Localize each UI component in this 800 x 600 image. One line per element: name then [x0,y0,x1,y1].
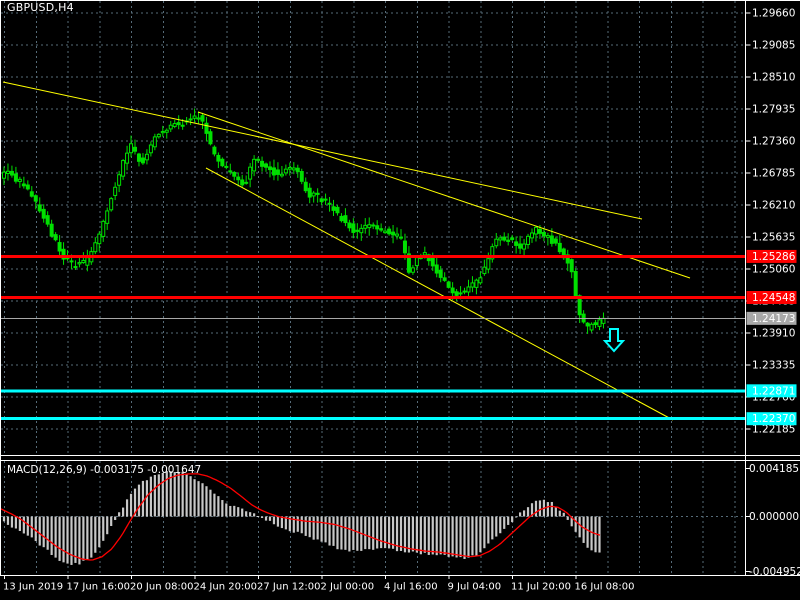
pane-borders [0,0,800,576]
down-arrow-icon [602,328,626,353]
grid-lines [1,1,745,575]
price-axis-label: 1.23910 [752,328,795,340]
time-axis-label: 20 Jun 08:00 [130,582,194,593]
price-axis-label: 1.25635 [752,232,795,244]
price-badge [746,290,797,304]
time-axis: 13 Jun 2019 17 Jun 16:00 20 Jun 08:00 24 Ju… [3,576,634,593]
indicator-label: MACD(12,26,9) -0.003175 -0.001647 [7,464,202,476]
price-axis-label: 1.22185 [752,424,795,436]
macd-axis-label: -0.004952 [749,566,800,578]
price-axis-label: 1.23335 [752,360,795,372]
price-badge-label: 1.25286 [752,251,796,263]
price-axis-label: 1.28510 [752,72,795,84]
price-badges: 1.25286 1.24548 1.24173 1.22871 1.22370 [746,249,797,426]
symbol-label: GBPUSD,H4 [7,1,74,14]
time-axis-label: 11 Jul 20:00 [511,582,571,593]
trend-line [2,81,643,220]
macd-axis: 0.004185 0.000000 -0.004952 [746,463,800,578]
price-badge-label: 1.24173 [752,313,795,325]
price-badge [746,412,797,426]
time-axis-label: 27 Jun 12:00 [257,582,321,593]
trend-line [205,167,674,421]
price-badge [746,384,797,398]
time-axis-label: 4 Jul 16:00 [384,582,438,593]
candlestick-series [2,108,606,334]
price-badge [746,249,797,263]
price-badge [746,311,797,325]
horizontal-levels [0,254,745,421]
time-axis-label: 9 Jul 04:00 [448,582,502,593]
price-badge-label: 1.24548 [752,292,795,304]
macd-signal-line [0,473,601,561]
time-axis-label: 17 Jun 16:00 [67,582,131,593]
price-axis: 1.29660 1.29085 1.28510 1.27935 1.27360 1.267… [746,8,795,436]
price-axis-label: 1.27935 [752,104,795,116]
price-badge-label: 1.22871 [752,385,795,397]
macd-axis-label: 0.004185 [749,463,799,475]
time-axis-label: 2 Jul 00:00 [321,582,375,593]
price-axis-label: 1.26785 [752,168,795,180]
price-axis-label: 1.29660 [752,8,795,20]
time-axis-label: 16 Jul 08:00 [575,582,635,593]
time-axis-label: 13 Jun 2019 [3,582,63,593]
macd-histogram [2,471,601,565]
macd-axis-label: 0.000000 [749,511,799,523]
price-axis-label: 1.27360 [752,136,795,148]
price-axis-label: 1.29085 [752,40,795,52]
trend-line [197,111,691,279]
price-axis-label: 1.25060 [752,264,795,276]
trend-lines [2,81,691,421]
price-badge-label: 1.22370 [752,413,795,425]
price-axis-label: 1.26210 [752,200,795,212]
time-axis-label: 24 Jun 20:00 [194,582,258,593]
